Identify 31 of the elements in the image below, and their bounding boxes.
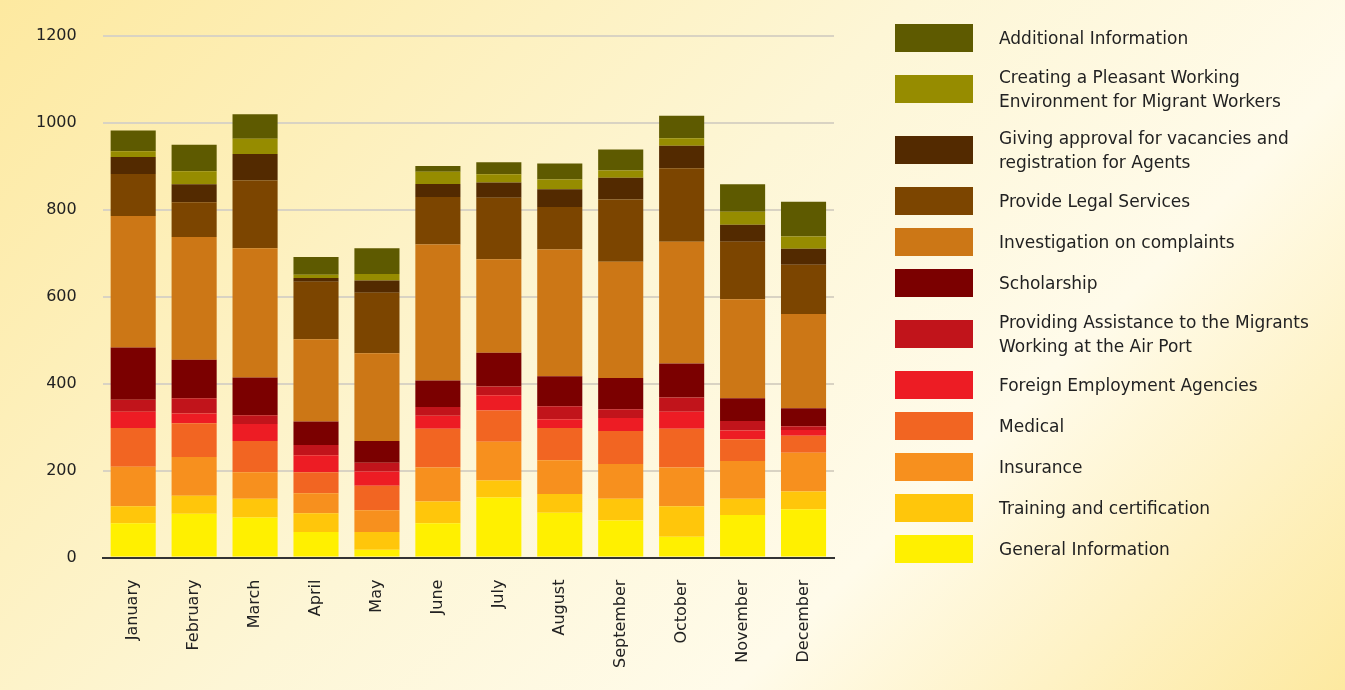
legend-label: Medical — [999, 415, 1066, 438]
y-tick-label: 800 — [46, 198, 77, 218]
x-tick-label: May — [366, 579, 386, 613]
legend-label: General Information — [999, 538, 1171, 561]
x-tick-label: February — [183, 579, 203, 651]
legend-label: Foreign Employment Agencies — [999, 374, 1259, 397]
x-tick-label: August — [548, 579, 568, 636]
legend-label: Insurance — [999, 456, 1084, 479]
legend-label: Provide Legal Services — [999, 190, 1192, 213]
x-tick-label: December — [792, 579, 812, 663]
x-tick-label: October — [670, 579, 690, 644]
y-tick-label: 600 — [46, 285, 77, 305]
legend-label: Giving approval for vacancies and registration for Agents — [999, 127, 1290, 174]
x-tick-label: November — [731, 579, 751, 663]
x-tick-label: April — [305, 579, 325, 617]
legend-label: Additional Information — [999, 27, 1190, 50]
legend-label: Scholarship — [999, 272, 1099, 295]
legend-label: Providing Assistance to the Migrants Working at the Air Port — [999, 311, 1310, 358]
legend-label: Creating a Pleasant Working Environment for Migrant Workers — [999, 66, 1282, 113]
legend-label: Investigation on complaints — [999, 231, 1236, 254]
y-tick-label: 1200 — [36, 24, 77, 44]
x-tick-label: June — [427, 579, 447, 616]
x-tick-label: July — [487, 579, 507, 610]
y-tick-label: 1000 — [36, 111, 77, 131]
x-tick-label: March — [244, 579, 264, 629]
y-tick-label: 0 — [66, 546, 77, 566]
y-tick-label: 200 — [46, 459, 77, 479]
legend-label: Training and certification — [999, 497, 1212, 520]
x-tick-label: January — [122, 579, 142, 642]
y-tick-label: 400 — [46, 372, 77, 392]
x-tick-label: September — [609, 579, 629, 668]
